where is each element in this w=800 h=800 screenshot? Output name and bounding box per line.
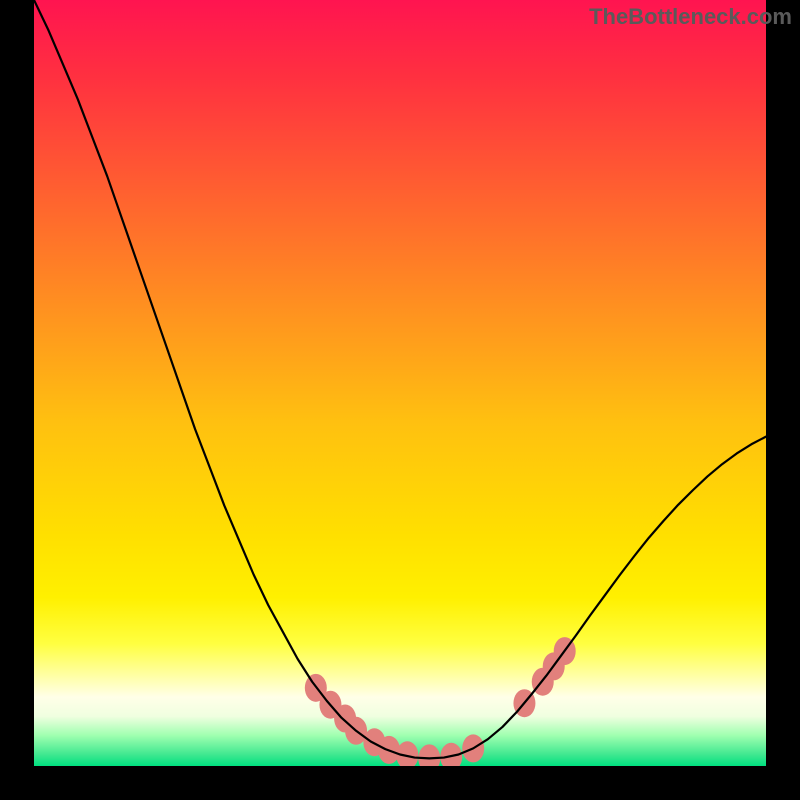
gradient-background	[34, 0, 766, 766]
watermark-text: TheBottleneck.com	[589, 4, 792, 30]
plot-area	[34, 0, 766, 766]
